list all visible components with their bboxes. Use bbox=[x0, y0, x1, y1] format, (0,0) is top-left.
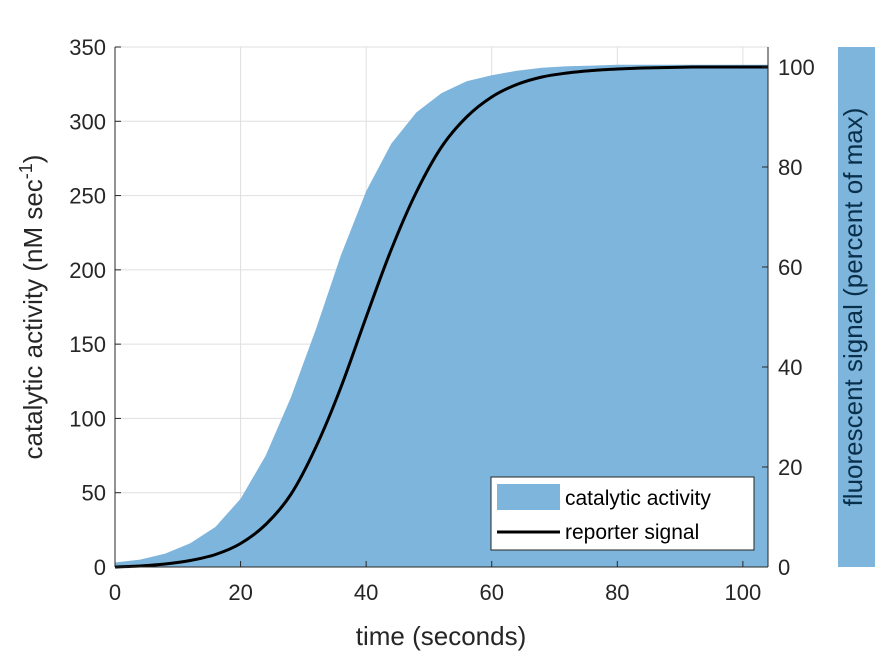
x-axis-label: time (seconds) bbox=[356, 621, 527, 651]
x-tick-label-20: 20 bbox=[228, 580, 252, 605]
y-left-tick-label-350: 350 bbox=[69, 35, 106, 60]
reporter-signal-line bbox=[114, 65, 768, 569]
x-tick-label-0: 0 bbox=[109, 580, 121, 605]
x-tick-label-80: 80 bbox=[605, 580, 629, 605]
y-left-tick-label-250: 250 bbox=[69, 184, 106, 209]
y-right-tick-label-20: 20 bbox=[778, 455, 802, 480]
y-axis-right-label-box bbox=[838, 47, 875, 567]
y-left-tick-label-100: 100 bbox=[69, 406, 106, 431]
y-axis-left-label-close: ) bbox=[18, 155, 48, 164]
x-tick-label-60: 60 bbox=[479, 580, 503, 605]
catalytic-activity-area bbox=[115, 64, 768, 568]
y-right-tick-label-100: 100 bbox=[778, 55, 815, 80]
y-left-tick-label-300: 300 bbox=[69, 109, 106, 134]
y-right-tick-label-0: 0 bbox=[778, 555, 790, 580]
x-tick-label-100: 100 bbox=[725, 580, 762, 605]
y-left-tick-label-50: 50 bbox=[82, 481, 106, 506]
y-axis-left-label-superscript: -1 bbox=[16, 163, 36, 179]
tick-labels: 0 20 40 60 80 100 0 50 100 150 200 250 300 350 0 20 40 60… bbox=[69, 35, 814, 605]
legend-label-catalytic-activity: catalytic activity bbox=[565, 487, 711, 510]
y-axis-right-label: fluorescent signal (percent of max) bbox=[838, 108, 868, 507]
legend-label-reporter-signal: reporter signal bbox=[565, 521, 699, 544]
y-right-tick-label-60: 60 bbox=[778, 255, 802, 280]
y-left-tick-label-200: 200 bbox=[69, 258, 106, 283]
y-axis-left-label: catalytic activity (nM sec-1) bbox=[16, 155, 48, 460]
legend: catalytic activity reporter signal bbox=[490, 476, 755, 551]
legend-swatch-catalytic-activity bbox=[497, 484, 560, 510]
y-left-tick-label-0: 0 bbox=[94, 555, 106, 580]
axes bbox=[114, 46, 769, 568]
y-right-tick-label-40: 40 bbox=[778, 355, 802, 380]
x-tick-label-40: 40 bbox=[354, 580, 378, 605]
y-right-tick-label-80: 80 bbox=[778, 155, 802, 180]
y-left-tick-label-150: 150 bbox=[69, 332, 106, 357]
